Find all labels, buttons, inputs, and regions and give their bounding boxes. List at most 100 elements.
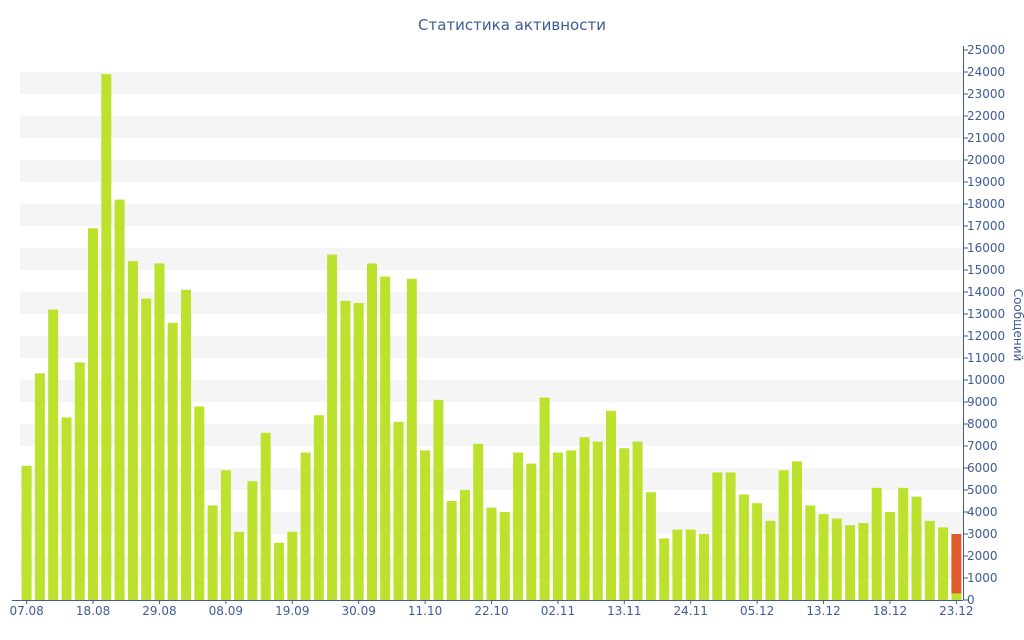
- bar: [486, 507, 497, 600]
- x-tick-label: 05.12: [740, 604, 774, 618]
- y-tick-label: 15000: [967, 263, 1005, 277]
- bar: [738, 494, 749, 600]
- bar: [181, 289, 191, 600]
- bar: [499, 512, 510, 600]
- bar: [127, 261, 138, 600]
- bar: [61, 417, 72, 600]
- bar: [619, 448, 630, 600]
- bar: [34, 373, 45, 600]
- bar: [632, 441, 643, 600]
- bar: [154, 263, 165, 600]
- bar: [526, 463, 537, 600]
- x-axis-ticks: 07.08 18.08 29.08 08.09 19.09 30.09 11.10 22.10…: [9, 600, 974, 618]
- bar: [924, 520, 935, 600]
- grid-band: [20, 336, 963, 358]
- x-tick-label: 22.10: [474, 604, 508, 618]
- bar-highlight: [951, 534, 962, 594]
- y-tick-label: 22000: [967, 109, 1005, 123]
- bar: [579, 437, 590, 600]
- grid-bands: [20, 72, 963, 578]
- bar: [21, 465, 32, 600]
- grid-band: [20, 116, 963, 138]
- bar: [685, 529, 696, 600]
- bar: [101, 74, 112, 600]
- y-tick-label: 13000: [967, 307, 1005, 321]
- bar: [805, 505, 816, 600]
- y-tick-label: 9000: [967, 395, 998, 409]
- y-tick-label: 7000: [967, 439, 998, 453]
- bar: [274, 542, 284, 600]
- bar: [74, 362, 85, 600]
- grid-band: [20, 380, 963, 402]
- bar: [792, 461, 802, 600]
- x-tick-label: 02.11: [541, 604, 575, 618]
- x-tick-label: 29.08: [142, 604, 176, 618]
- bar: [911, 496, 922, 600]
- bar: [818, 514, 829, 600]
- y-tick-label: 11000: [967, 351, 1005, 365]
- bar: [752, 503, 763, 600]
- y-tick-label: 17000: [967, 219, 1005, 233]
- y-tick-label: 14000: [967, 285, 1005, 299]
- y-tick-label: 6000: [967, 461, 998, 475]
- bar: [114, 199, 125, 600]
- y-tick-label: 20000: [967, 153, 1005, 167]
- grid-band: [20, 160, 963, 182]
- y-tick-label: 18000: [967, 197, 1005, 211]
- bar: [898, 487, 909, 600]
- bar: [473, 443, 484, 600]
- grid-band: [20, 424, 963, 446]
- bar: [778, 470, 789, 600]
- bar: [725, 472, 736, 600]
- bar: [406, 278, 417, 600]
- bar: [340, 300, 351, 600]
- x-tick-label: 07.08: [9, 604, 43, 618]
- bar: [88, 228, 98, 600]
- bar: [367, 263, 377, 600]
- grid-band: [20, 204, 963, 226]
- bar: [699, 534, 709, 600]
- x-tick-label: 23.12: [939, 604, 973, 618]
- y-tick-label: 21000: [967, 131, 1005, 145]
- y-tick-label: 0: [967, 593, 975, 607]
- y-tick-label: 23000: [967, 87, 1005, 101]
- x-tick-label: 18.12: [873, 604, 907, 618]
- bar: [234, 531, 245, 600]
- bar: [207, 505, 218, 600]
- grid-band: [20, 248, 963, 270]
- x-tick-label: 11.10: [408, 604, 442, 618]
- y-axis-ticks: 0 1000 2000 3000 4000 5000 6000 7000 8000 9000 100…: [963, 43, 1005, 607]
- bar: [831, 518, 842, 600]
- bar: [420, 450, 431, 600]
- bar: [48, 309, 59, 600]
- y-tick-label: 8000: [967, 417, 998, 431]
- bar: [313, 415, 324, 600]
- x-tick-label: 18.08: [76, 604, 110, 618]
- bar: [659, 538, 670, 600]
- x-tick-label: 24.11: [674, 604, 708, 618]
- bar: [141, 298, 152, 600]
- bar: [380, 276, 391, 600]
- x-tick-label: 19.09: [275, 604, 309, 618]
- bar: [247, 481, 258, 600]
- y-tick-label: 4000: [967, 505, 998, 519]
- bar: [645, 492, 656, 600]
- bars: [21, 74, 962, 600]
- bar: [459, 490, 470, 600]
- bar: [287, 531, 298, 600]
- bar: [513, 452, 524, 600]
- bar: [871, 487, 882, 600]
- bar: [885, 512, 895, 600]
- chart-title: Статистика активности: [418, 16, 606, 34]
- bar: [446, 501, 457, 600]
- bar: [433, 399, 444, 600]
- y-tick-label: 3000: [967, 527, 998, 541]
- bar: [951, 593, 962, 600]
- bar: [845, 525, 856, 600]
- bar: [539, 397, 550, 600]
- bar: [393, 421, 404, 600]
- y-tick-label: 25000: [967, 43, 1005, 57]
- bar: [327, 254, 338, 600]
